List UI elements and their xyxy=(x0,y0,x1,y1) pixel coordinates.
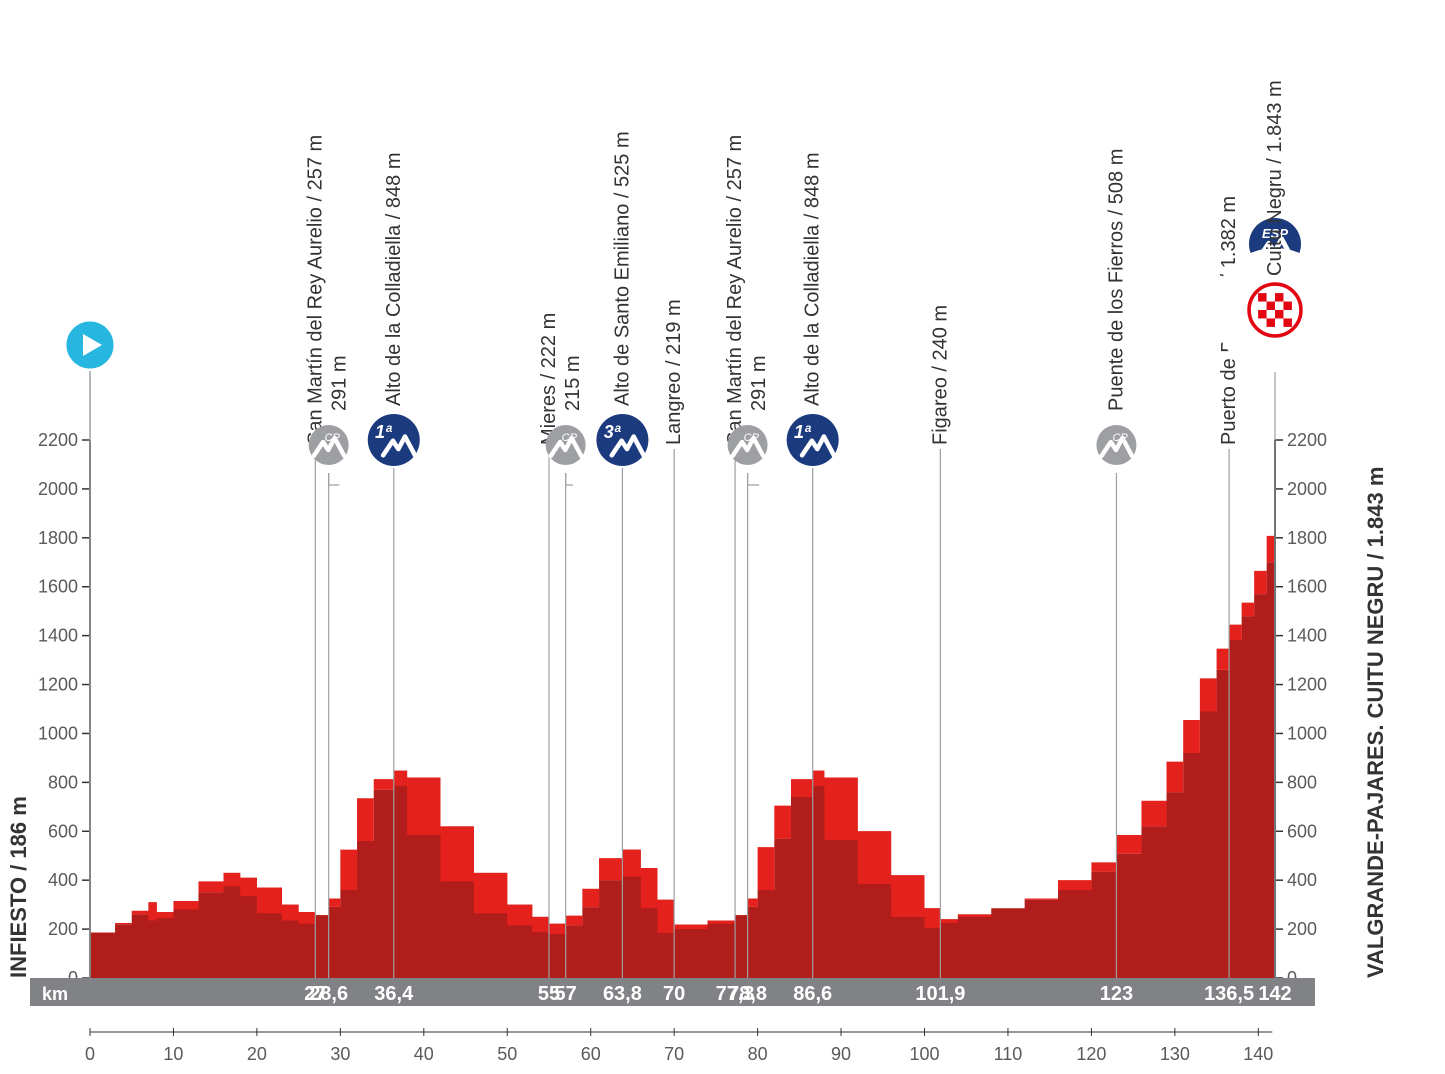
marker-label: Figareo / 240 m xyxy=(929,305,951,445)
marker-label: Alto de la Colladiella / 848 m xyxy=(383,153,405,406)
cp-text: CP xyxy=(744,432,760,444)
y-tick-label: 200 xyxy=(48,919,78,939)
km-marker-label: 28,6 xyxy=(309,983,348,1005)
marker-label: Langreo / 219 m xyxy=(663,299,685,445)
marker-label: Alto de la Colladiella / 848 m xyxy=(802,153,824,406)
y-tick-label: 2000 xyxy=(38,479,78,499)
y-tick-label: 200 xyxy=(1287,919,1317,939)
x-tick-label: 30 xyxy=(330,1044,350,1064)
km-marker-label: 142 xyxy=(1258,983,1291,1005)
y-tick-label: 2000 xyxy=(1287,479,1327,499)
x-tick-label: 40 xyxy=(414,1044,434,1064)
finish-icon xyxy=(1231,266,1319,354)
km-marker-label: 123 xyxy=(1100,983,1133,1005)
km-band-label: km xyxy=(42,984,68,1004)
x-tick-label: 130 xyxy=(1160,1044,1190,1064)
km-marker-label: 70 xyxy=(663,983,685,1005)
category-label: 1ª xyxy=(794,422,812,442)
marker-label: Mieres / 222 m xyxy=(538,313,560,445)
elevation-profile-chart: 0 200 400 600 800 1000 1200 1400 1600 1800 2000 220… xyxy=(0,0,1445,1074)
km-marker-label: 78,8 xyxy=(728,983,767,1005)
marker-label: San Martín del Rey Aurelio / 257 m xyxy=(304,135,326,445)
finish-title: VALGRANDE-PAJARES. CUITU NEGRU / 1.843 m xyxy=(1363,467,1388,978)
marker-label: San Martín del Rey Aurelio / 257 m xyxy=(724,135,746,445)
x-tick-label: 90 xyxy=(831,1044,851,1064)
km-marker-label: 57 xyxy=(555,983,577,1005)
category-label: 3ª xyxy=(604,422,622,442)
x-tick-label: 10 xyxy=(163,1044,183,1064)
km-marker-label: 86,6 xyxy=(793,983,832,1005)
category-label: 1ª xyxy=(375,422,393,442)
cp-text: CP xyxy=(1112,432,1128,444)
y-tick-label: 1800 xyxy=(1287,528,1327,548)
x-tick-label: 110 xyxy=(994,1044,1023,1064)
y-tick-label: 1000 xyxy=(38,723,78,743)
marker-label: 215 m xyxy=(562,355,584,411)
start-title: INFIESTO / 186 m xyxy=(6,796,31,978)
x-tick-label: 20 xyxy=(247,1044,267,1064)
y-tick-label: 1400 xyxy=(38,626,78,646)
y-tick-label: 1200 xyxy=(38,675,78,695)
x-tick-label: 80 xyxy=(748,1044,768,1064)
y-tick-label: 1600 xyxy=(38,577,78,597)
x-tick-label: 120 xyxy=(1076,1044,1106,1064)
x-tick-label: 140 xyxy=(1243,1044,1273,1064)
km-marker-label: 63,8 xyxy=(603,983,642,1005)
y-tick-label: 800 xyxy=(1287,772,1317,792)
y-tick-label: 400 xyxy=(48,870,78,890)
y-tick-label: 1000 xyxy=(1287,723,1327,743)
km-marker-label: 36,4 xyxy=(374,983,414,1005)
cp-text: CP xyxy=(325,432,341,444)
marker-label: 291 m xyxy=(748,355,770,411)
x-tick-label: 70 xyxy=(664,1044,684,1064)
y-tick-label: 1800 xyxy=(38,528,78,548)
x-tick-label: 50 xyxy=(497,1044,517,1064)
y-tick-label: 600 xyxy=(1287,821,1317,841)
marker-label: Cuitu Negru / 1.843 m xyxy=(1264,80,1286,276)
km-marker-label: 136,5 xyxy=(1204,983,1254,1005)
y-tick-label: 1400 xyxy=(1287,626,1327,646)
cp-text: CP xyxy=(562,432,578,444)
x-tick-label: 0 xyxy=(85,1044,95,1064)
y-tick-label: 400 xyxy=(1287,870,1317,890)
marker-label: Alto de Santo Emiliano / 525 m xyxy=(611,131,633,406)
marker-label: Puente de los Fierros / 508 m xyxy=(1105,149,1127,411)
y-tick-label: 2200 xyxy=(1287,430,1327,450)
x-tick-label: 60 xyxy=(581,1044,601,1064)
marker-label: 291 m xyxy=(328,355,350,411)
y-tick-label: 2200 xyxy=(38,430,78,450)
y-tick-label: 1200 xyxy=(1287,675,1327,695)
x-tick-label: 100 xyxy=(909,1044,939,1064)
y-tick-label: 600 xyxy=(48,821,78,841)
y-tick-label: 1600 xyxy=(1287,577,1327,597)
km-marker-label: 101,9 xyxy=(915,983,965,1005)
y-tick-label: 800 xyxy=(48,772,78,792)
